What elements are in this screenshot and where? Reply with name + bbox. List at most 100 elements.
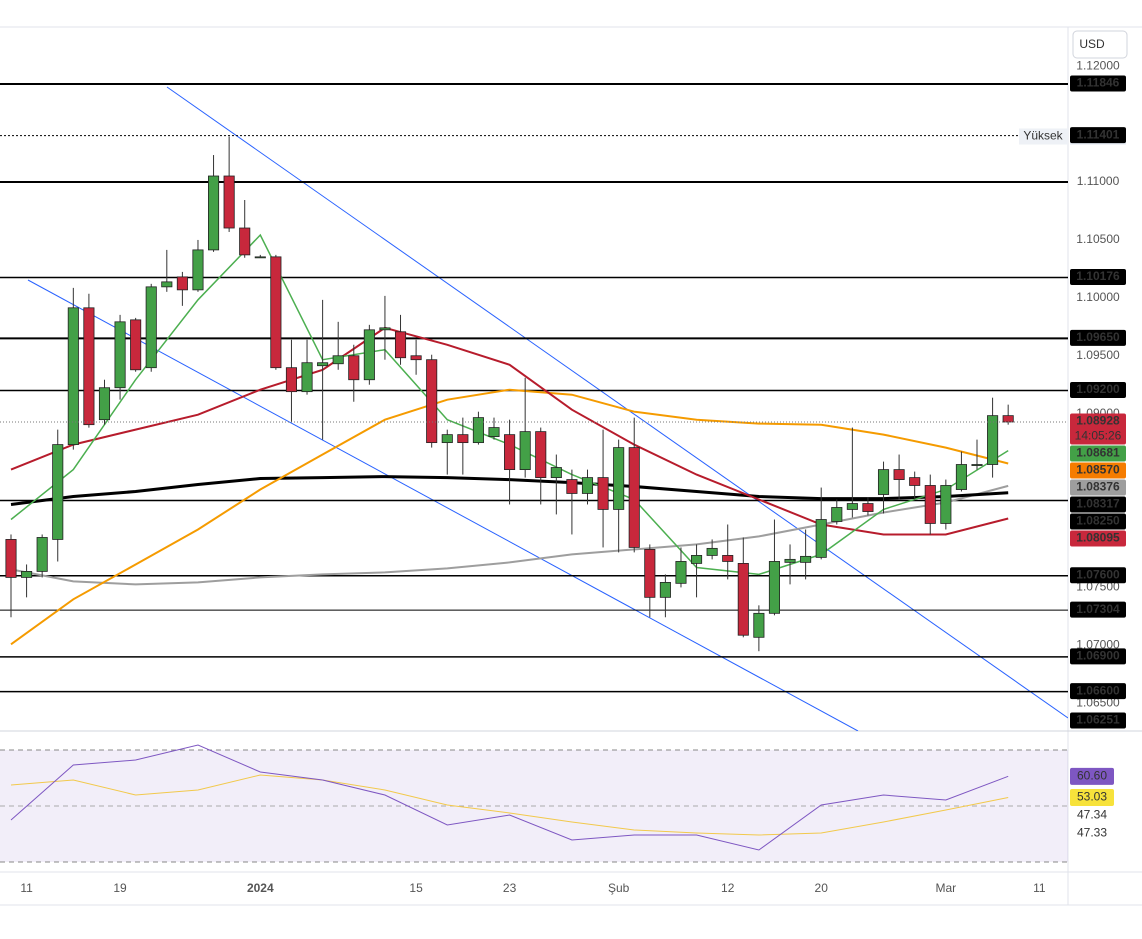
x-tick-label: 2024 (247, 881, 274, 895)
price-tag (1070, 268, 1126, 285)
price-tag (1070, 496, 1126, 513)
x-tick-label: 11 (1033, 881, 1046, 895)
candle-body (223, 175, 235, 229)
currency: USD (1079, 37, 1105, 51)
candle-body (831, 507, 843, 522)
candle-body (21, 571, 33, 578)
candle-body (98, 387, 111, 421)
y-tick-label: 1.12000 (1076, 58, 1120, 72)
candle-body (768, 561, 780, 614)
price-tag-label: 1.08376 (1076, 480, 1120, 494)
candle-body (519, 431, 531, 471)
price-tag (1070, 329, 1126, 346)
x-tick-label: 23 (503, 881, 517, 895)
candle-body (581, 477, 594, 494)
high-label-box (1019, 128, 1068, 145)
price-tag (1070, 567, 1126, 584)
candle-body (877, 469, 890, 495)
candle-body (987, 415, 999, 465)
main-pane (0, 83, 1068, 731)
candle-body (846, 503, 858, 510)
price-tag-label: 1.10176 (1076, 269, 1120, 283)
candle-body (691, 555, 703, 564)
price-tag-label: 1.07600 (1076, 567, 1120, 581)
x-tick-label: 11 (20, 881, 33, 895)
candle-body (737, 563, 749, 636)
candle-body (348, 355, 360, 381)
price-tag (1070, 683, 1126, 700)
candle-body (613, 447, 625, 510)
candle-body (862, 503, 874, 512)
candle-body (176, 276, 188, 291)
price-tag (1070, 413, 1126, 445)
candle-body (410, 355, 422, 361)
candle-body (161, 281, 173, 288)
candle-body (145, 286, 157, 369)
y-tick-label: 1.07000 (1076, 637, 1120, 651)
moving-average (10, 326, 1009, 536)
rsi-tag-label: 53.03 (1077, 790, 1107, 804)
candle-body (753, 612, 765, 638)
price-tag-label: 1.07304 (1076, 602, 1120, 616)
rsi-line (10, 774, 1009, 836)
candle-body (457, 434, 469, 444)
price-tag-label: 1.11846 (1077, 76, 1120, 90)
moving-average (10, 388, 1009, 646)
price-tag-label: 1.06600 (1076, 683, 1120, 697)
candle-body (67, 307, 79, 445)
price-tag (1070, 601, 1126, 618)
candle-body (285, 367, 297, 393)
candle-body (472, 417, 484, 444)
candle-body (644, 549, 656, 598)
price-tag-label: 1.08095 (1076, 531, 1120, 545)
candle-body (301, 362, 313, 393)
y-tick-label: 1.09500 (1076, 348, 1120, 362)
candle-body (893, 469, 905, 480)
x-tick-label: 19 (113, 881, 127, 895)
rsi-tag-label: 47.33 (1077, 826, 1107, 840)
price-tag-label: 1.11401 (1077, 127, 1120, 141)
price-tag (1070, 382, 1126, 399)
candle-body (130, 319, 142, 371)
candle-body (940, 485, 952, 524)
candle-body (52, 444, 64, 540)
candle-body (83, 307, 95, 426)
candle-body (36, 537, 48, 572)
price-tag-label: 1.06900 (1076, 649, 1120, 663)
y-tick-label: 1.10000 (1076, 290, 1120, 304)
price-tag-label: 1.08317 (1076, 497, 1120, 511)
candle-body (488, 427, 500, 437)
candle-body (659, 582, 671, 598)
x-tick-label: 20 (815, 881, 829, 895)
price-tag-label: 1.06251 (1076, 713, 1120, 727)
candle-body (504, 434, 516, 471)
candle-body (379, 327, 391, 331)
channel-line (166, 86, 1068, 719)
candle-body (924, 485, 936, 524)
x-tick-label: Şub (608, 881, 630, 895)
candle-body (597, 477, 609, 510)
candle-body (535, 431, 547, 478)
candle-body (114, 321, 126, 389)
candle-body (270, 256, 282, 369)
countdown: 14:05:26 (1075, 429, 1122, 443)
x-tick-label: 15 (409, 881, 423, 895)
rsi-tag-label: 60.60 (1077, 768, 1107, 782)
candle-body (722, 555, 734, 562)
candle-body (5, 539, 17, 578)
rsi-pane (0, 744, 1068, 863)
price-tag (1070, 513, 1126, 530)
candle-body (394, 331, 407, 359)
price-tag-label: 1.08681 (1076, 446, 1120, 460)
candle-body (317, 362, 329, 367)
price-tag (1070, 75, 1126, 92)
candle-body (815, 519, 827, 558)
candle-body (1002, 415, 1014, 423)
candle-body (426, 359, 438, 444)
candle-body (784, 558, 796, 563)
currency-box[interactable] (1072, 30, 1128, 59)
candle-body (441, 434, 453, 444)
channel-line (27, 279, 859, 731)
